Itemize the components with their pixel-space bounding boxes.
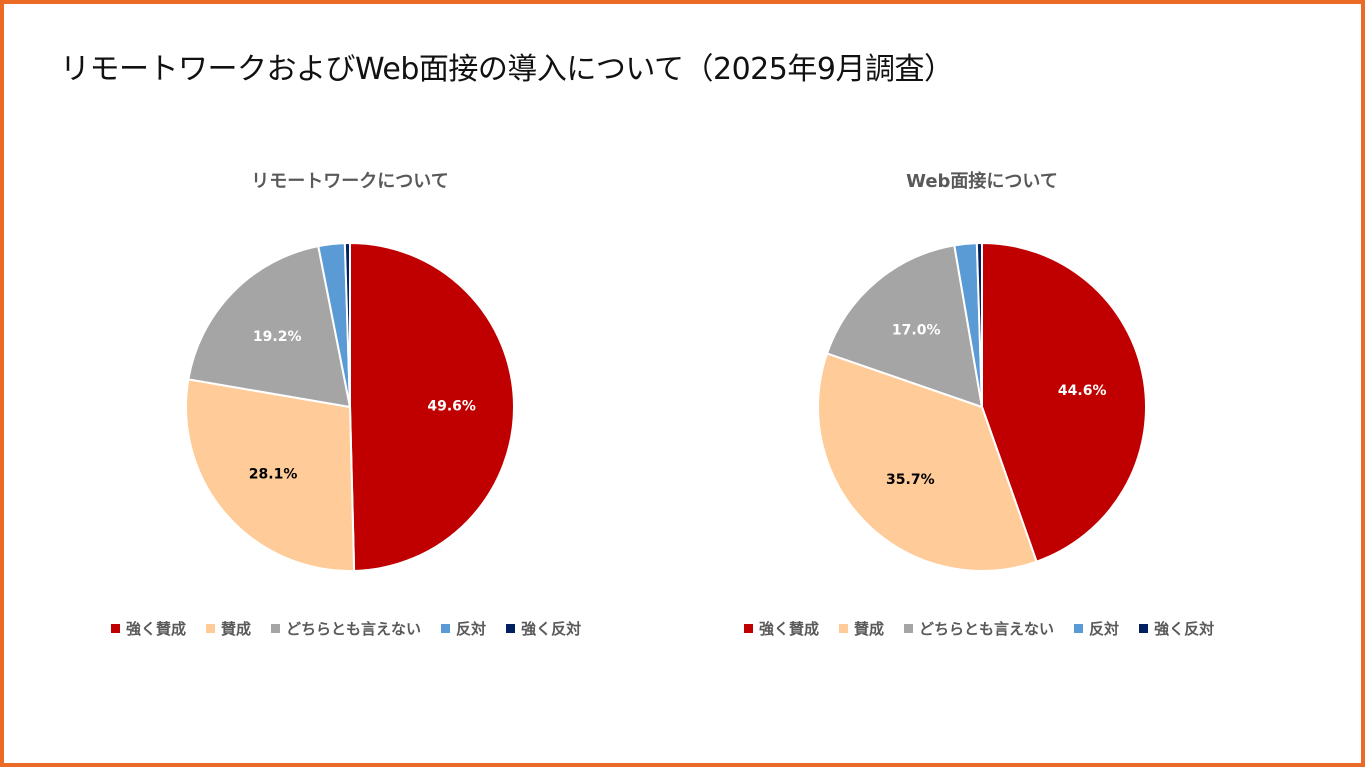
pie-slice-remote-work-strongly-agree	[349, 241, 515, 572]
legend-label: 強く反対	[521, 620, 582, 638]
chart-title-web-interview: Web面接について	[906, 171, 1058, 192]
legend-label: 賛成	[221, 620, 252, 638]
legend-item-strongly-disagree: 強く反対	[506, 618, 581, 639]
legend-item-agree: 賛成	[839, 618, 884, 639]
page-title: リモートワークおよびWeb面接の導入について（2025年9月調査）	[60, 52, 954, 87]
legend-swatch	[506, 624, 516, 633]
data-label-web-interview-agree: 35.7%	[886, 472, 935, 488]
legend-swatch	[839, 624, 849, 633]
data-label-remote-work-strongly-agree: 49.6%	[427, 399, 476, 415]
legend-item-neutral: どちらとも言えない	[904, 618, 1054, 639]
legend-label: 強く賛成	[759, 620, 820, 638]
legend-label: 反対	[456, 620, 487, 638]
pie-slice-remote-work-strongly-disagree	[343, 241, 351, 408]
pie-slice-remote-work-agree	[185, 378, 356, 572]
legend-swatch	[111, 624, 120, 633]
legend-label: どちらとも言えない	[286, 620, 422, 638]
legend-swatch	[744, 624, 753, 633]
data-label-remote-work-agree: 28.1%	[249, 467, 298, 483]
legend-label: 反対	[1089, 620, 1120, 638]
legend-swatch	[1139, 624, 1149, 633]
legend-swatch	[441, 624, 451, 633]
legend-label: 強く賛成	[126, 620, 187, 638]
legend-item-strongly-agree: 強く賛成	[111, 618, 186, 639]
legend-swatch	[904, 624, 914, 633]
legend-swatch	[1074, 624, 1084, 633]
data-label-web-interview-strongly-agree: 44.6%	[1058, 383, 1107, 399]
legend-item-strongly-agree: 強く賛成	[744, 618, 819, 639]
legend-item-neutral: どちらとも言えない	[271, 618, 421, 639]
legend-label: どちらとも言えない	[919, 620, 1055, 638]
legend-item-agree: 賛成	[206, 618, 251, 639]
legend-item-disagree: 反対	[441, 618, 486, 639]
legend-swatch	[206, 624, 216, 633]
legend-label: 強く反対	[1154, 620, 1215, 638]
pie-slice-web-interview-strongly-agree	[981, 241, 1147, 563]
data-label-remote-work-neutral: 19.2%	[253, 329, 302, 345]
pie-slice-web-interview-neutral	[825, 244, 984, 409]
pie-slice-web-interview-strongly-disagree	[975, 241, 983, 408]
pie-slice-remote-work-neutral	[187, 244, 352, 409]
legend-label: 賛成	[854, 620, 885, 638]
legend-swatch	[271, 624, 281, 633]
legend-remote-work: 強く賛成 賛成 どちらとも言えない 反対 強く反対	[111, 618, 581, 639]
legend-item-strongly-disagree: 強く反対	[1139, 618, 1214, 639]
legend-web-interview: 強く賛成 賛成 どちらとも言えない 反対 強く反対	[744, 618, 1214, 639]
legend-item-disagree: 反対	[1074, 618, 1119, 639]
data-label-web-interview-neutral: 17.0%	[892, 322, 941, 338]
chart-title-remote-work: リモートワークについて	[251, 171, 449, 192]
